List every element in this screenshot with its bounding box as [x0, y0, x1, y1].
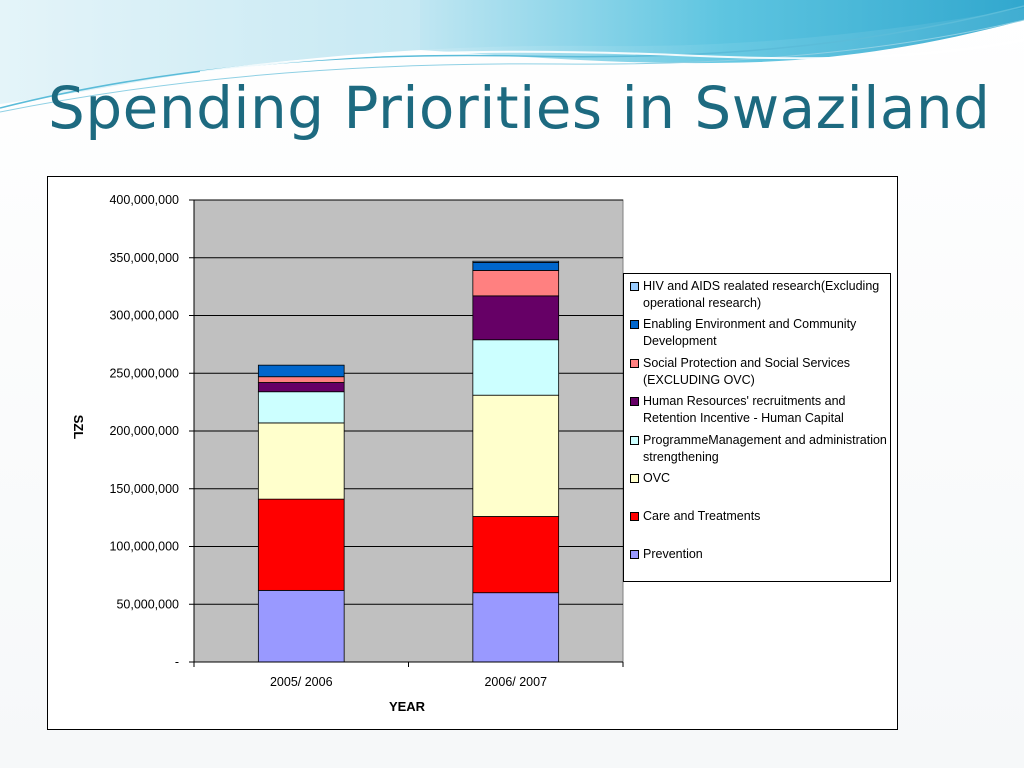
legend-item: Care and Treatments — [630, 508, 892, 525]
legend-label: ProgrammeManagement and administration s… — [643, 433, 887, 464]
bar-segment — [472, 295, 560, 341]
bar-segment — [472, 592, 560, 663]
legend-swatch — [630, 436, 639, 445]
legend-swatch — [630, 282, 639, 291]
y-tick-label: - — [175, 655, 179, 669]
legend-label: OVC — [643, 471, 671, 485]
legend-label: Human Resources' recruitments and Retent… — [643, 394, 846, 425]
bar-segment — [257, 391, 345, 424]
bar-segment — [257, 364, 345, 378]
legend-label: Enabling Environment and Community Devel… — [643, 317, 857, 348]
chart-legend: HIV and AIDS realated research(Excluding… — [623, 273, 891, 582]
y-tick-label: 150,000,000 — [109, 482, 179, 496]
bar-segment — [257, 376, 345, 383]
header-wave-decoration — [0, 0, 1024, 113]
y-axis-title: SZL — [71, 415, 86, 440]
slide-title: Spending Priorities in Swaziland — [48, 74, 991, 142]
x-tick-label: 2005/ 2006 — [270, 675, 333, 689]
legend-swatch — [630, 320, 639, 329]
bar-segment — [472, 516, 560, 594]
bar-segment — [257, 589, 345, 663]
bar-segment — [472, 260, 560, 263]
x-tick-label: 2006/ 2007 — [484, 675, 547, 689]
bar-segment — [472, 261, 560, 271]
legend-item: Human Resources' recruitments and Retent… — [630, 393, 892, 427]
legend-swatch — [630, 512, 639, 521]
legend-swatch — [630, 397, 639, 406]
legend-item: ProgrammeManagement and administration s… — [630, 432, 892, 466]
bar-segment — [472, 270, 560, 297]
legend-swatch — [630, 474, 639, 483]
legend-label: HIV and AIDS realated research(Excluding… — [643, 279, 880, 310]
bar-segment — [472, 339, 560, 396]
legend-item: Enabling Environment and Community Devel… — [630, 316, 892, 350]
y-tick-label: 350,000,000 — [109, 251, 179, 265]
bar-segment — [257, 422, 345, 500]
y-tick-label: 50,000,000 — [116, 597, 179, 611]
legend-label: Prevention — [643, 547, 703, 561]
y-tick-label: 400,000,000 — [109, 193, 179, 207]
y-tick-label: 300,000,000 — [109, 309, 179, 323]
y-tick-label: 200,000,000 — [109, 424, 179, 438]
y-tick-label: 250,000,000 — [109, 366, 179, 380]
legend-item: Social Protection and Social Services (E… — [630, 355, 892, 389]
bar-segment — [257, 382, 345, 393]
legend-label: Care and Treatments — [643, 509, 761, 523]
legend-item: Prevention — [630, 546, 892, 563]
legend-item: OVC — [630, 470, 892, 487]
legend-swatch — [630, 550, 639, 559]
bar-segment — [257, 498, 345, 591]
legend-label: Social Protection and Social Services (E… — [643, 356, 851, 387]
x-axis-title: YEAR — [389, 699, 426, 714]
legend-item: HIV and AIDS realated research(Excluding… — [630, 278, 892, 312]
legend-swatch — [630, 359, 639, 368]
y-tick-label: 100,000,000 — [109, 540, 179, 554]
chart-frame: - 50,000,000 100,000,000 150,000,000 200,000… — [47, 176, 898, 730]
stacked-bar-chart: - 50,000,000 100,000,000 150,000,000 200,000… — [71, 193, 624, 714]
bar-segment — [472, 394, 560, 517]
